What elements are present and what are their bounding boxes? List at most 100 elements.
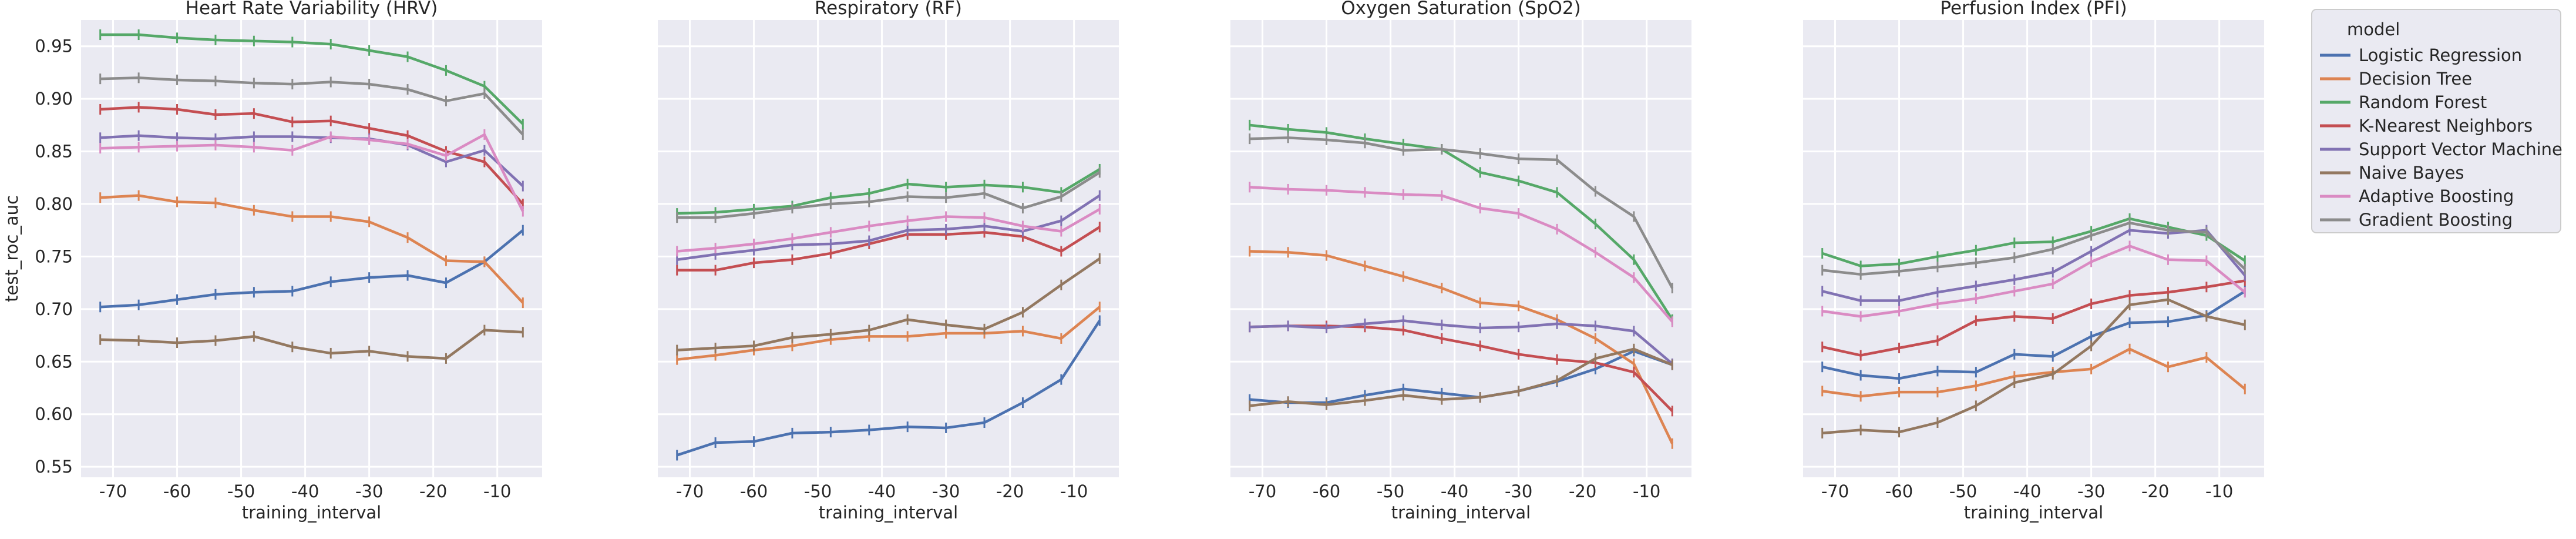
panel-perfusion-index-pfi: Perfusion Index (PFI) -70 -60 -50 -40 -30 -20 -… — [1803, 0, 2264, 523]
panel-oxygen-saturation-spo2: Oxygen Saturation (SpO2) -70 -60 -50 -40 -30 -… — [1230, 0, 1691, 523]
series-random-forest — [99, 29, 524, 130]
series-line — [1249, 347, 1673, 407]
y-tick-label: 0.55 — [35, 457, 73, 477]
series-decision-tree — [99, 190, 524, 309]
x-tick-label: -60 — [740, 481, 768, 501]
series-naive-bayes — [99, 324, 524, 364]
series-line — [1822, 298, 2245, 435]
series-line — [1822, 245, 2246, 318]
series-adaptive-boosting — [1821, 240, 2246, 322]
series-line — [1249, 136, 1674, 289]
y-tick-label: 0.75 — [35, 246, 73, 266]
series-line — [1822, 229, 2247, 302]
series-line — [1249, 123, 1674, 320]
series-line — [1249, 186, 1673, 323]
x-tick-label: -50 — [804, 481, 832, 501]
series-line — [677, 226, 1101, 272]
series-line — [100, 134, 524, 188]
x-tick-label: -30 — [1505, 481, 1532, 501]
series-line — [100, 33, 524, 125]
x-tick-label: -60 — [163, 481, 191, 501]
x-tick-label: -20 — [1569, 481, 1596, 501]
x-tick-label: -60 — [1885, 481, 1913, 501]
y-tick-label: 0.85 — [35, 142, 73, 162]
series-line — [1249, 319, 1673, 365]
x-tick-label: -10 — [483, 481, 511, 501]
legend-entry-support-vector-machine: Support Vector Machine — [2359, 139, 2562, 159]
series-line — [100, 194, 524, 304]
series-line — [100, 76, 524, 136]
series-adaptive-boosting — [1249, 182, 1673, 327]
series-line — [677, 320, 1101, 457]
series-line — [100, 329, 523, 360]
x-tick-label: -30 — [355, 481, 383, 501]
plot-area — [1230, 20, 1691, 477]
x-tick-label: -10 — [2205, 481, 2233, 501]
x-tick-label: -30 — [932, 481, 960, 501]
panel-respiratory-rf: Respiratory (RF) -70 -60 -50 -40 -30 -20 -10 tra… — [658, 0, 1119, 523]
legend-entry-naive-bayes: Naive Bayes — [2359, 163, 2464, 183]
x-tick-label: -20 — [419, 481, 447, 501]
x-tick-label: -50 — [1377, 481, 1404, 501]
x-axis-label: training_interval — [242, 503, 381, 523]
plot-area — [81, 20, 542, 477]
series-gradient-boosting — [1249, 132, 1674, 294]
series-line — [1249, 250, 1674, 444]
x-axis-label: training_interval — [819, 503, 958, 523]
plot-area — [658, 20, 1119, 477]
x-tick-label: -40 — [2013, 481, 2041, 501]
x-tick-label: -70 — [676, 481, 704, 501]
x-tick-label: -40 — [1441, 481, 1468, 501]
legend-entry-k-nearest-neighbors: K-Nearest Neighbors — [2359, 116, 2533, 136]
x-tick-label: -50 — [1949, 481, 1977, 501]
series-support-vector-machine — [1249, 315, 1673, 369]
legend-frame — [2311, 9, 2561, 233]
panel-title: Respiratory (RF) — [815, 0, 962, 19]
x-tick-label: -40 — [868, 481, 896, 501]
series-line — [100, 229, 524, 309]
x-tick-label: -60 — [1313, 481, 1340, 501]
y-tick-label: 0.80 — [35, 194, 73, 214]
legend-entry-decision-tree: Decision Tree — [2359, 69, 2472, 89]
series-line — [677, 306, 1101, 361]
series-logistic-regression — [676, 315, 1101, 461]
series-naive-bayes — [676, 253, 1101, 356]
legend-title: model — [2347, 19, 2400, 39]
y-tick-label: 0.60 — [35, 404, 73, 424]
legend-entry-adaptive-boosting: Adaptive Boosting — [2359, 186, 2514, 206]
panel-title: Perfusion Index (PFI) — [1940, 0, 2127, 19]
x-tick-label: -30 — [2077, 481, 2105, 501]
series-line — [100, 133, 524, 212]
x-tick-label: -70 — [1821, 481, 1849, 501]
y-tick-label: 0.95 — [35, 36, 73, 56]
series-line — [1822, 279, 2245, 357]
y-tick-label: 0.65 — [35, 351, 73, 371]
legend-entry-logistic-regression: Logistic Regression — [2359, 45, 2522, 65]
legend: model Logistic Regression Decision Tree Ran… — [2311, 9, 2562, 233]
panel-title: Heart Rate Variability (HRV) — [186, 0, 438, 19]
x-tick-label: -20 — [996, 481, 1024, 501]
x-tick-label: -10 — [1060, 481, 1088, 501]
series-adaptive-boosting — [99, 129, 524, 217]
x-tick-label: -40 — [291, 481, 319, 501]
plot-area — [1803, 20, 2264, 477]
panel-title: Oxygen Saturation (SpO2) — [1341, 0, 1580, 19]
series-gradient-boosting — [99, 72, 524, 140]
series-naive-bayes — [1821, 294, 2246, 438]
series-adaptive-boosting — [676, 203, 1101, 257]
series-line — [677, 171, 1101, 219]
series-line — [1822, 290, 2246, 380]
x-tick-label: -70 — [1249, 481, 1276, 501]
y-tick-label: 0.70 — [35, 299, 73, 319]
series-naive-bayes — [1249, 343, 1673, 411]
series-decision-tree — [1249, 246, 1674, 449]
series-line — [677, 257, 1101, 351]
y-axis-label: test_roc_auc — [2, 195, 22, 302]
legend-entry-random-forest: Random Forest — [2359, 92, 2487, 112]
x-tick-label: -50 — [227, 481, 255, 501]
series-line — [677, 168, 1101, 215]
series-gradient-boosting — [1821, 217, 2246, 280]
x-axis-label: training_interval — [1391, 503, 1531, 523]
series-line — [677, 207, 1101, 253]
